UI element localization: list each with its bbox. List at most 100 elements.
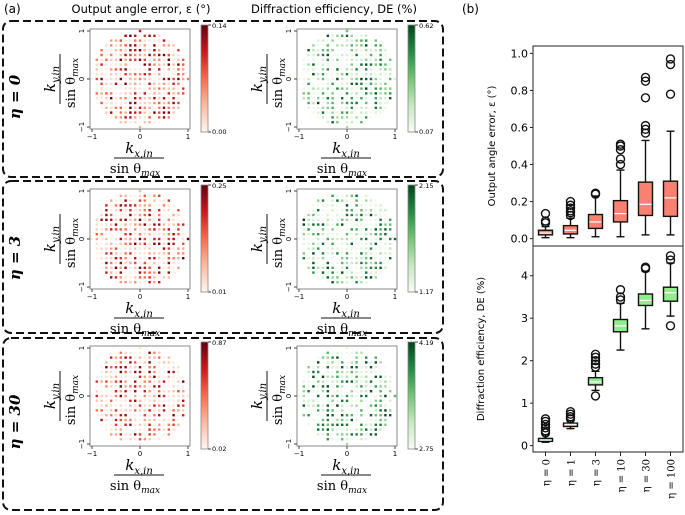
heatmap-point	[341, 101, 344, 105]
heatmap-point	[148, 409, 151, 412]
heatmap-point	[360, 204, 363, 207]
heatmap-point	[365, 223, 368, 226]
heatmap-point	[129, 433, 132, 436]
heatmap-point	[95, 399, 98, 402]
heatmap-point	[162, 380, 166, 383]
heatmap-point	[389, 92, 392, 95]
heatmap-point	[138, 97, 142, 100]
heatmap-point	[134, 77, 137, 81]
heatmap-point	[119, 423, 122, 426]
y-tick-label: 1	[285, 189, 293, 193]
heatmap-point	[162, 237, 166, 241]
heatmap-point	[143, 404, 146, 407]
heatmap-point	[355, 121, 358, 124]
heatmap-point	[384, 385, 387, 388]
heatmap-point	[345, 418, 349, 422]
heatmap-point	[153, 209, 156, 212]
heatmap-point	[384, 97, 387, 100]
heatmap-point	[167, 399, 170, 402]
heatmap-point	[186, 394, 190, 398]
heatmap-point	[100, 58, 103, 61]
heatmap-point	[326, 82, 329, 85]
heatmap-point	[336, 111, 339, 114]
outlier-point	[640, 93, 651, 103]
heatmap-point	[350, 77, 353, 81]
colorbar-max-label: 0.14	[212, 22, 226, 30]
heatmap-point	[355, 233, 358, 236]
heatmap-point	[345, 237, 349, 241]
outlier-point	[540, 426, 551, 436]
heatmap-point	[336, 423, 339, 426]
heatmap-point	[148, 271, 151, 274]
heatmap-point	[105, 77, 108, 81]
heatmap-point	[162, 68, 166, 71]
y-axis-label-numerator: ky,in	[248, 66, 269, 92]
heatmap-point	[355, 390, 358, 393]
heatmap-point	[326, 247, 329, 250]
heatmap-point	[331, 394, 334, 398]
colorbar-min-label: 0.07	[419, 128, 433, 136]
heatmap-point	[110, 92, 113, 95]
heatmap-point	[172, 418, 175, 422]
heatmap-point	[153, 44, 156, 47]
heatmap-point	[321, 257, 325, 260]
heatmap-point	[119, 409, 122, 412]
heatmap-point	[182, 414, 185, 417]
heatmap-point	[182, 394, 185, 398]
heatmap-point	[321, 385, 325, 388]
heatmap-point	[114, 97, 118, 100]
heatmap-point	[162, 370, 166, 374]
heatmap-point	[321, 213, 325, 217]
heatmap-point	[336, 418, 339, 422]
outlier-point	[540, 423, 551, 433]
heatmap-point	[331, 92, 334, 95]
heatmap-point	[326, 271, 329, 274]
heatmap-point	[307, 380, 310, 383]
heatmap-point	[379, 375, 382, 378]
heatmap-point	[360, 199, 363, 202]
heatmap-point	[100, 247, 103, 250]
heatmap-point	[124, 356, 127, 359]
heatmap-point	[389, 385, 392, 388]
heatmap-point	[331, 223, 334, 226]
heatmap-point	[119, 63, 122, 66]
heatmap-point	[134, 49, 137, 52]
heatmap-point	[389, 82, 392, 85]
heatmap-point	[341, 271, 344, 274]
heatmap-point	[331, 82, 334, 85]
heatmap-point	[302, 404, 305, 407]
colorbar-min-label: 0.02	[212, 445, 226, 453]
x-tick-label: η = 100	[667, 459, 678, 499]
heatmap-point	[321, 106, 325, 109]
heatmap-point	[167, 49, 170, 52]
heatmap-point	[148, 223, 151, 226]
heatmap-point	[148, 228, 151, 231]
heatmap-point	[158, 242, 161, 245]
x-axis-label-numerator: kx,in	[332, 139, 360, 160]
heatmap-point	[172, 252, 175, 255]
heatmap-point	[369, 204, 373, 207]
heatmap-point	[321, 111, 325, 114]
heatmap-point	[384, 390, 387, 393]
y-tick-label: 0	[285, 237, 293, 241]
heatmap-point	[297, 394, 301, 398]
heatmap-point	[172, 233, 175, 236]
heatmap-point	[129, 209, 132, 212]
heatmap-point	[336, 394, 339, 398]
heatmap-point	[336, 73, 339, 76]
heatmap-point	[119, 92, 122, 95]
heatmap-point	[350, 49, 353, 52]
heatmap-point	[374, 228, 377, 231]
heatmap-point	[138, 121, 142, 124]
heatmap-point	[312, 77, 315, 81]
heatmap-point	[119, 261, 122, 265]
heatmap-point	[365, 266, 368, 269]
heatmap-point	[119, 370, 122, 374]
heatmap-point	[345, 77, 349, 81]
heatmap-point	[105, 380, 108, 383]
heatmap-point	[95, 87, 98, 90]
heatmap-point	[143, 414, 146, 417]
heatmap-point	[148, 281, 151, 284]
